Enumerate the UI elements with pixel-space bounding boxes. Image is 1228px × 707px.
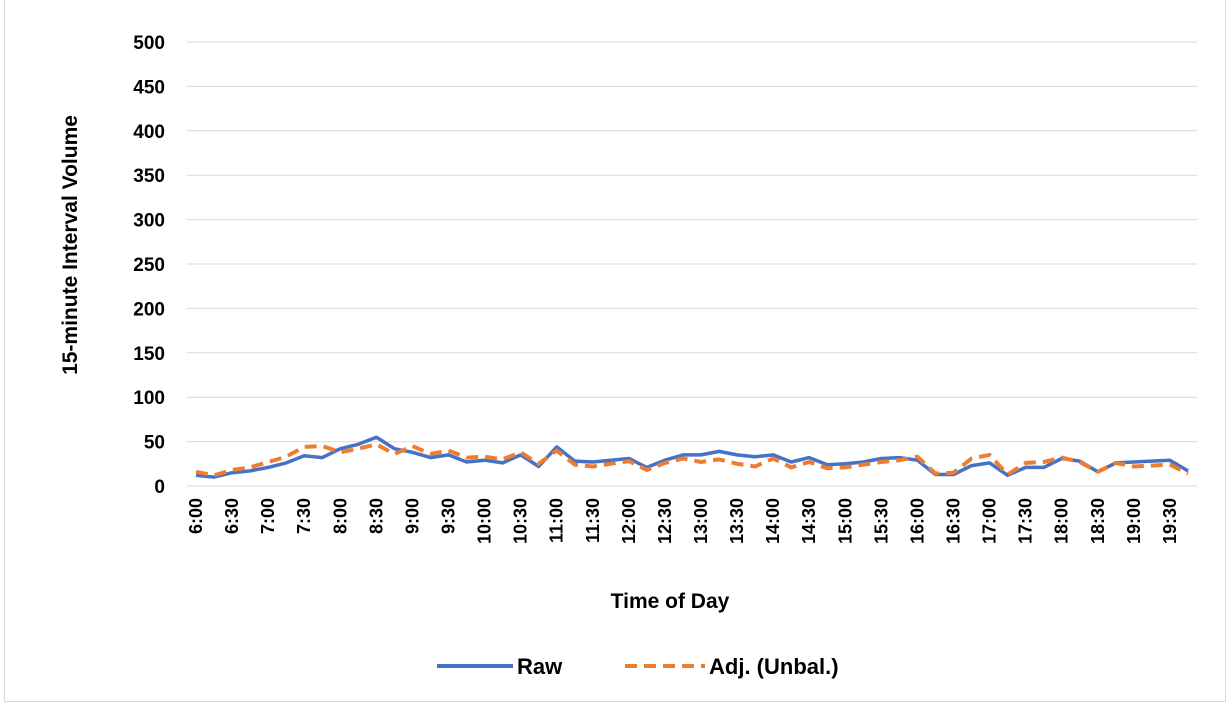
x-tick-label: 10:30: [511, 498, 531, 544]
x-tick-label: 9:30: [439, 498, 459, 534]
x-tick-label: 9:00: [402, 498, 422, 534]
x-tick-label: 13:30: [727, 498, 747, 544]
y-tick-label: 350: [133, 166, 165, 187]
x-tick-label: 16:00: [907, 498, 927, 544]
legend: Raw Adj. (Unbal.): [437, 654, 839, 679]
x-tick-label: 19:00: [1124, 498, 1144, 544]
x-tick-label: 12:00: [619, 498, 639, 544]
x-tick-label: 15:00: [835, 498, 855, 544]
line-chart: 0 50 100 150 200 250 300 350 400 450 500 6:00 6:30 7…: [59, 33, 1197, 679]
legend-raw-label: Raw: [517, 654, 563, 679]
y-tick-label: 300: [133, 211, 165, 232]
x-tick-label: 18:30: [1088, 498, 1108, 544]
chart-frame: 0 50 100 150 200 250 300 350 400 450 500 6:00 6:30 7…: [4, 0, 1226, 702]
x-tick-label: 17:00: [980, 498, 1000, 544]
x-axis-ticks: 6:00 6:30 7:00 7:30 8:00 8:30 9:00 9:30 10:00 10:…: [186, 498, 1180, 544]
y-tick-label: 50: [144, 433, 165, 454]
y-tick-label: 200: [133, 299, 165, 320]
series-line-raw: [195, 435, 1189, 479]
x-tick-label: 8:30: [366, 498, 386, 534]
y-tick-label: 100: [133, 388, 165, 409]
x-tick-label: 14:30: [799, 498, 819, 544]
x-tick-label: 15:30: [871, 498, 891, 544]
x-tick-label: 6:30: [222, 498, 242, 534]
x-tick-label: 16:30: [944, 498, 964, 544]
x-tick-label: 12:30: [655, 498, 675, 544]
y-axis-ticks: 0 50 100 150 200 250 300 350 400 450 500: [133, 33, 165, 498]
series-lines: [195, 435, 1189, 479]
series-line-adj-unbal: [195, 442, 1189, 478]
legend-adj-label: Adj. (Unbal.): [709, 654, 839, 679]
x-tick-label: 7:00: [258, 498, 278, 534]
x-tick-label: 17:30: [1016, 498, 1036, 544]
x-tick-label: 19:30: [1160, 498, 1180, 544]
y-tick-label: 250: [133, 255, 165, 276]
y-tick-label: 0: [154, 477, 165, 498]
x-tick-label: 11:00: [547, 498, 567, 543]
x-tick-label: 11:30: [583, 498, 603, 543]
x-tick-label: 13:00: [691, 498, 711, 544]
x-axis-title: Time of Day: [611, 590, 730, 613]
x-tick-label: 7:30: [294, 498, 314, 534]
y-tick-label: 500: [133, 33, 165, 54]
x-tick-label: 8:00: [330, 498, 350, 534]
x-tick-label: 14:00: [763, 498, 783, 544]
y-tick-label: 150: [133, 344, 165, 365]
x-tick-label: 6:00: [186, 498, 206, 534]
y-tick-label: 400: [133, 122, 165, 143]
y-tick-label: 450: [133, 77, 165, 98]
gridlines: [187, 41, 1197, 487]
x-tick-label: 18:00: [1052, 498, 1072, 544]
y-axis-title: 15-minute Interval Volume: [59, 115, 82, 375]
x-tick-label: 10:00: [475, 498, 495, 544]
